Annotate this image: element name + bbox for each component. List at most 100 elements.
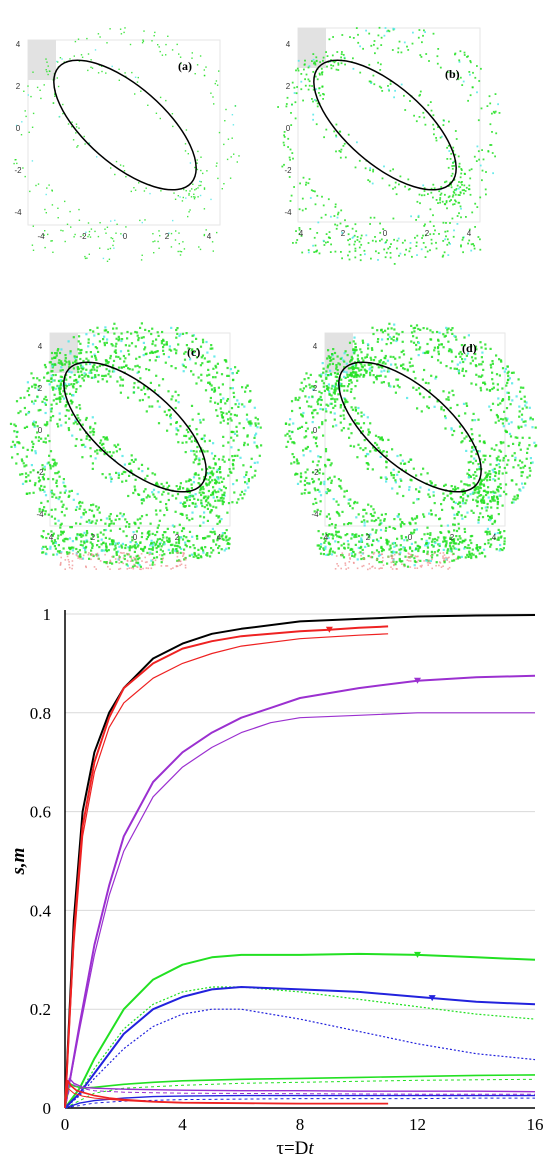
particle xyxy=(200,184,202,187)
particle xyxy=(72,386,75,389)
particle xyxy=(75,388,78,391)
particle xyxy=(293,186,295,188)
particle xyxy=(203,74,206,77)
particle xyxy=(469,460,472,463)
particle xyxy=(368,363,371,366)
particle xyxy=(462,251,464,254)
particle-hot xyxy=(442,552,445,554)
particle xyxy=(128,368,131,371)
particle xyxy=(416,498,419,501)
particle xyxy=(395,544,398,547)
particle xyxy=(68,490,71,493)
particle xyxy=(37,183,40,185)
particle xyxy=(58,398,61,401)
particle xyxy=(434,377,437,380)
particle xyxy=(446,238,449,241)
particle xyxy=(134,345,137,348)
particle xyxy=(221,532,224,535)
particle xyxy=(229,470,232,473)
x-tick-label: 8 xyxy=(296,1115,305,1134)
particle xyxy=(85,363,88,366)
particle xyxy=(184,451,187,454)
particle xyxy=(529,418,532,421)
particle xyxy=(373,519,376,523)
particle xyxy=(347,367,350,370)
particle xyxy=(134,93,136,95)
particle xyxy=(299,388,302,391)
particle xyxy=(216,162,218,164)
particle xyxy=(189,358,192,361)
particle xyxy=(516,494,519,497)
x-axis-label: τ=Dt xyxy=(276,1138,314,1157)
particle xyxy=(104,228,106,230)
particle xyxy=(444,334,447,337)
particle xyxy=(406,45,408,48)
particle xyxy=(458,556,462,559)
particle xyxy=(487,472,490,475)
particle xyxy=(340,487,343,490)
particle xyxy=(200,373,203,376)
particle xyxy=(470,556,473,560)
particle xyxy=(41,551,44,554)
particle xyxy=(447,196,450,199)
particle xyxy=(433,133,435,136)
line-chart: 0 0.2 0.4 0.6 0.8 1 0 4 8 12 16 τ=Dt s,m xyxy=(0,590,550,1159)
particle xyxy=(157,334,160,337)
particle xyxy=(323,244,326,246)
reference-ellipse xyxy=(63,361,207,493)
particle xyxy=(481,374,484,377)
particle xyxy=(503,410,506,413)
particle-hot xyxy=(60,556,62,559)
particle xyxy=(121,454,124,458)
particle xyxy=(164,361,167,364)
particle xyxy=(76,422,79,426)
particle xyxy=(368,180,371,183)
particle xyxy=(475,452,478,456)
particle xyxy=(228,537,231,540)
particle xyxy=(429,233,432,236)
particle xyxy=(196,162,198,164)
particle xyxy=(359,237,362,240)
particle xyxy=(319,552,323,555)
particle xyxy=(27,387,30,390)
particle xyxy=(141,221,143,224)
particle xyxy=(322,204,325,207)
particle xyxy=(57,61,59,63)
particle-hot xyxy=(118,562,120,564)
particle xyxy=(165,99,167,102)
particle xyxy=(344,156,347,159)
particle xyxy=(281,165,284,168)
particle xyxy=(210,92,212,94)
particle xyxy=(113,370,116,373)
particle xyxy=(371,514,374,517)
particle xyxy=(359,361,362,365)
particle xyxy=(386,338,389,341)
particle xyxy=(459,537,462,540)
particle xyxy=(57,425,60,428)
particle-hot xyxy=(378,567,380,570)
particle xyxy=(342,409,345,412)
particle xyxy=(211,474,214,477)
particle xyxy=(379,436,382,439)
particle xyxy=(463,184,466,187)
particle xyxy=(215,491,218,494)
particle xyxy=(501,422,504,425)
particle xyxy=(370,505,373,508)
particle xyxy=(442,540,445,543)
particle xyxy=(458,372,461,375)
particle xyxy=(320,67,323,70)
particle xyxy=(469,535,472,538)
particle xyxy=(363,364,366,367)
particle xyxy=(367,347,370,350)
particle xyxy=(398,356,401,359)
particle xyxy=(96,449,99,452)
particle xyxy=(88,439,91,442)
particle xyxy=(183,434,186,437)
particle xyxy=(360,520,363,523)
particle-hot xyxy=(344,562,347,564)
series-line-1 xyxy=(64,625,389,1109)
particle xyxy=(146,535,149,539)
particle xyxy=(394,357,397,360)
particle xyxy=(130,332,133,335)
particle xyxy=(330,397,333,401)
